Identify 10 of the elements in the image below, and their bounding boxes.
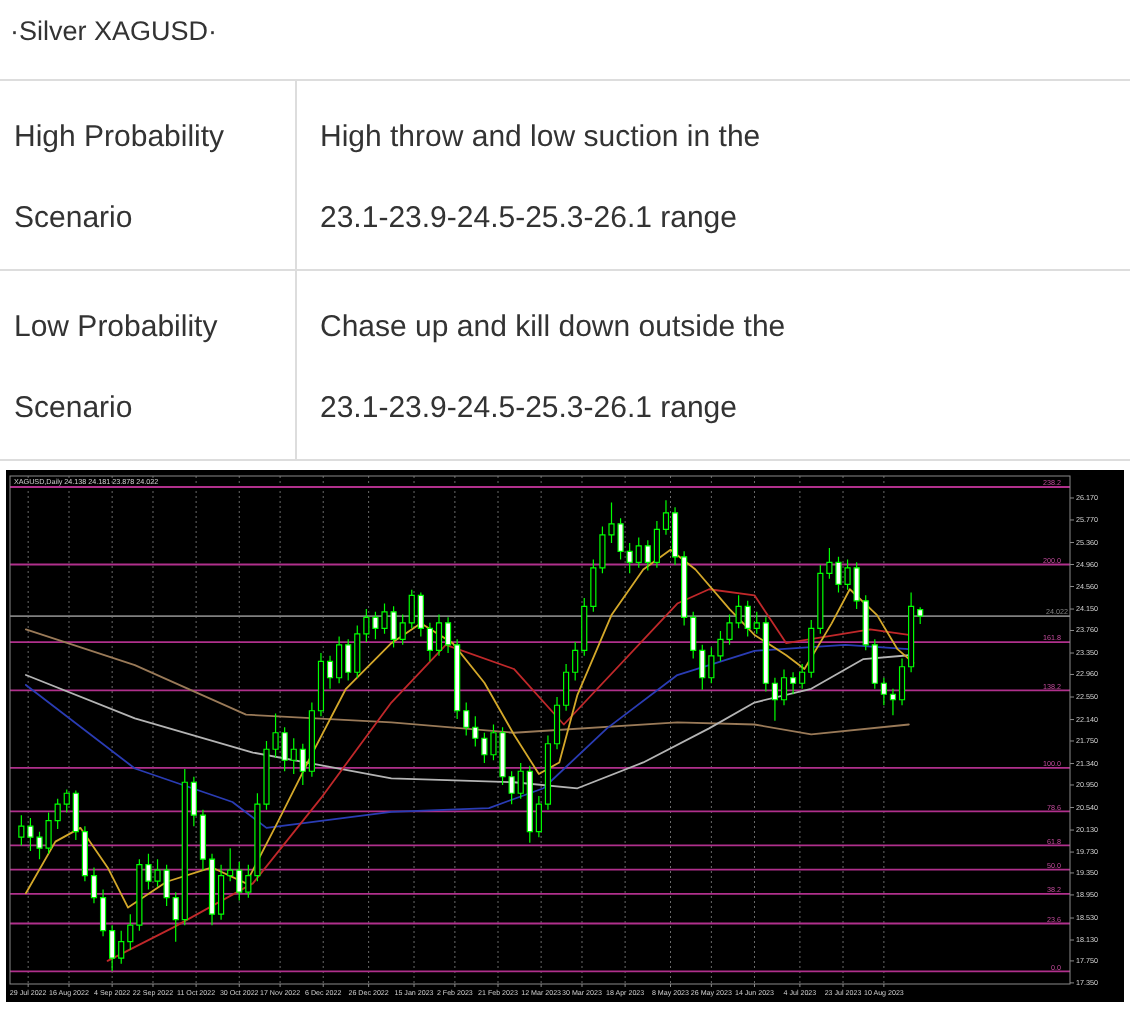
line-series [106, 588, 910, 962]
line-series [24, 643, 910, 829]
line-series [24, 654, 910, 790]
candlestick [435, 613, 443, 657]
text: Low Probability Scenario [14, 310, 218, 425]
line-series [24, 628, 910, 736]
text: High throw and low suction in the 23.1-23.9-24.5-25.3-26.1 range [320, 120, 761, 235]
chart-title: ·Silver XAGUSD· [10, 16, 218, 46]
text: Chase up and kill down outside the 23.1-23.9-24.5-25.3-26.1 range [320, 310, 786, 425]
text: High Probability Scenario [14, 120, 225, 235]
